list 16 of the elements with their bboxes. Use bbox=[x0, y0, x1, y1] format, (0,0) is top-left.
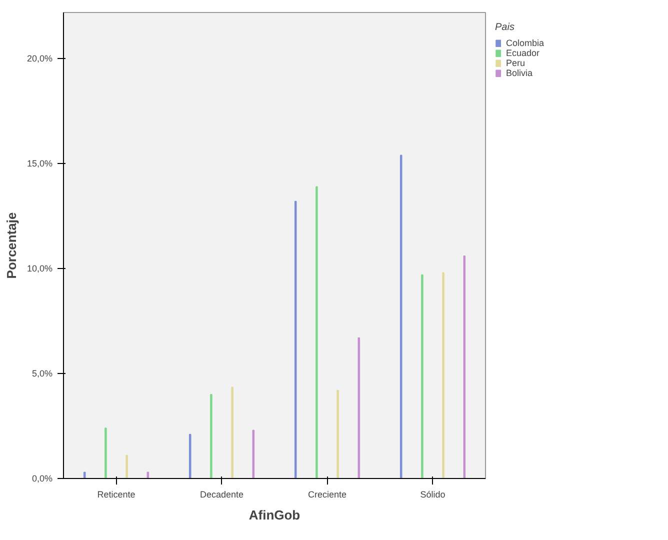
x-tick-label: Reticente bbox=[97, 490, 136, 500]
legend-label: Bolivia bbox=[506, 68, 533, 78]
y-tick-label: 5,0% bbox=[32, 368, 52, 379]
y-tick-label: 15,0% bbox=[26, 158, 53, 169]
x-tick-label: Decadente bbox=[200, 490, 244, 500]
x-tick-label: Creciente bbox=[308, 490, 347, 500]
legend-label: Ecuador bbox=[506, 48, 540, 58]
legend-title: Pais bbox=[495, 22, 516, 33]
x-tick-label: Sólido bbox=[420, 490, 446, 500]
x-axis-title: AfinGob bbox=[248, 508, 300, 522]
y-tick-label: 0,0% bbox=[32, 474, 52, 484]
legend-label: Colombia bbox=[506, 38, 544, 48]
y-tick-label: 10,0% bbox=[26, 264, 53, 274]
y-axis-title: Porcentaje bbox=[4, 212, 19, 279]
y-tick-label: 20,0% bbox=[26, 54, 53, 64]
legend-label: Peru bbox=[506, 58, 526, 68]
